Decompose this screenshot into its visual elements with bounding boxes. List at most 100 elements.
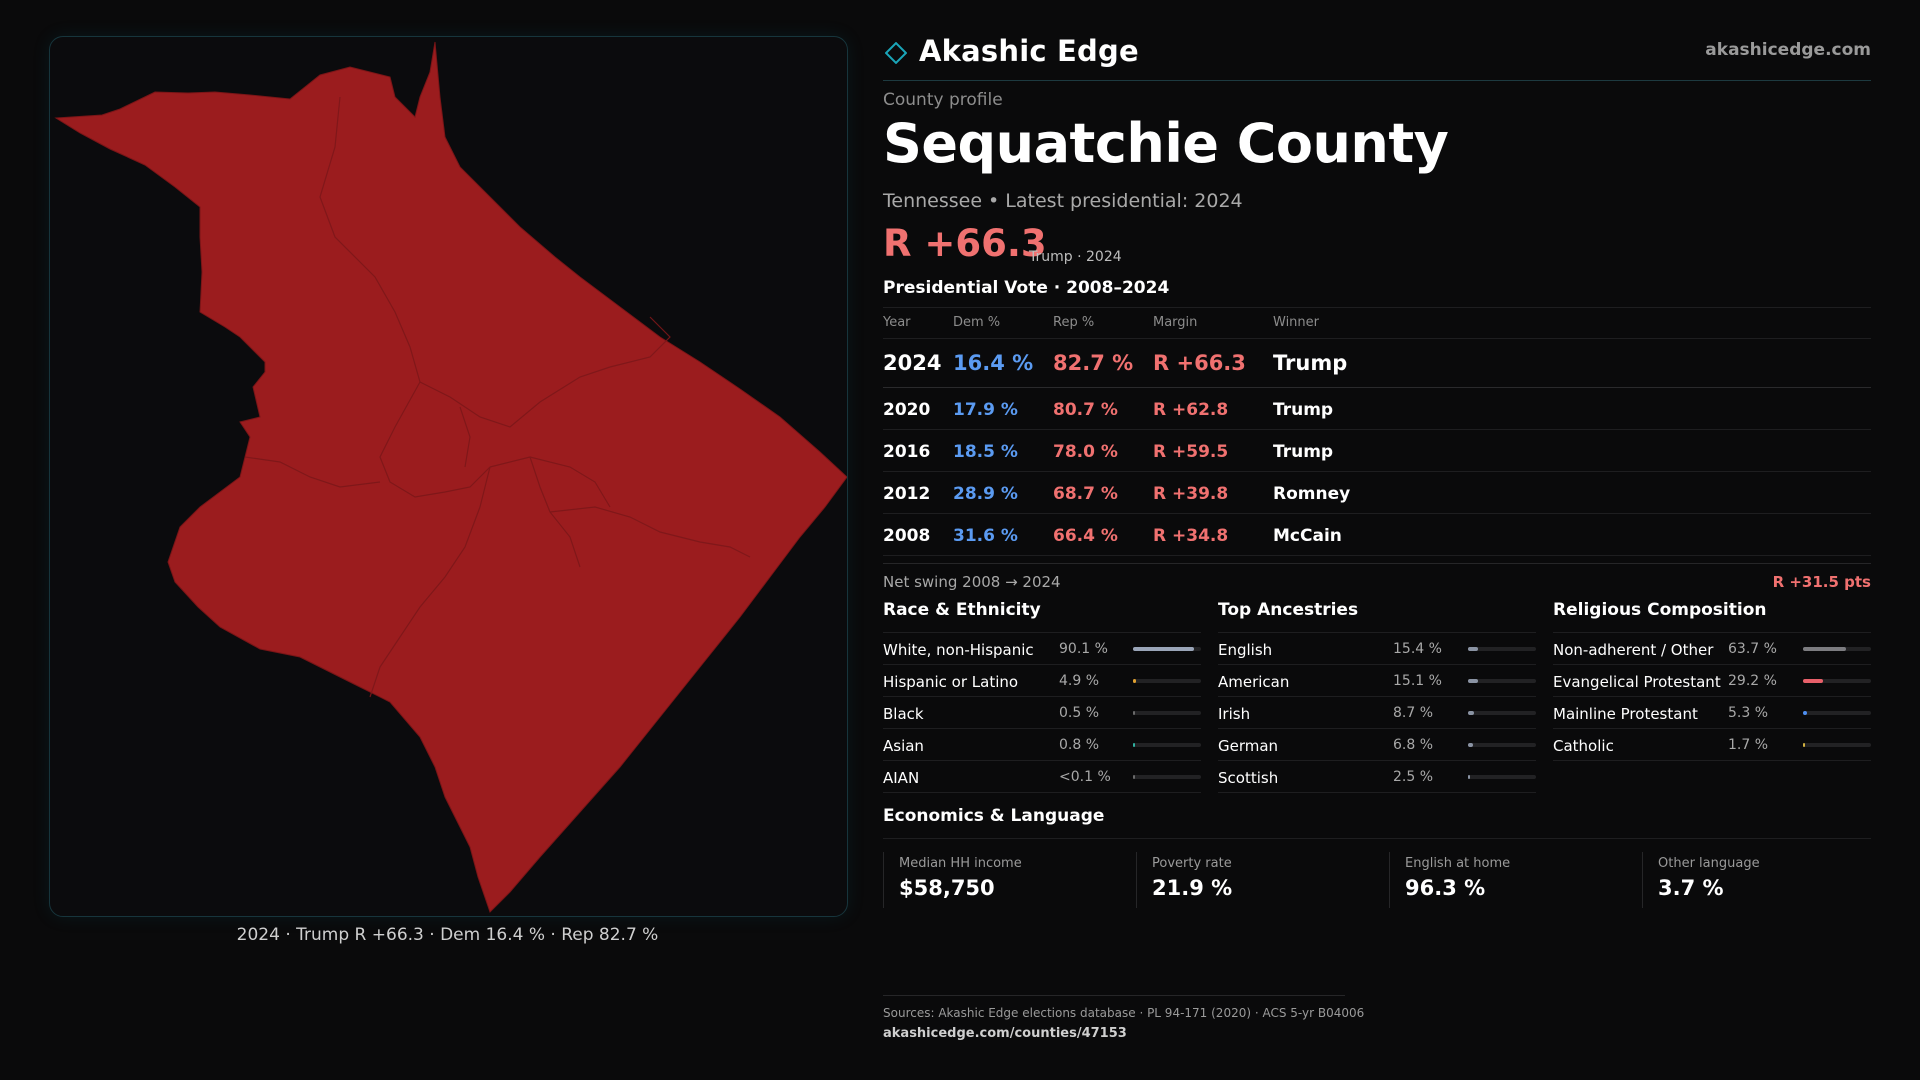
list-item: Black 0.5 % [883,697,1201,729]
race-label: Asian [883,737,924,755]
brand-url-link[interactable]: akashicedge.com [1705,40,1871,60]
ancestry-bar-fill [1468,679,1479,683]
race-bar-fill [1133,647,1195,651]
row-year: 2008 [883,526,931,546]
ancestry-label: English [1218,641,1273,659]
row-winner: McCain [1273,526,1342,546]
race-bar-track [1133,775,1201,779]
row-year: 2020 [883,400,931,420]
row-margin: R +62.8 [1153,400,1229,420]
row-dem: 18.5 % [953,442,1018,462]
race-label: White, non-Hispanic [883,641,1034,659]
ancestry-value: 15.4 % [1393,641,1442,657]
profile-panel: Akashic Edge akashicedge.com County prof… [883,0,1871,1080]
ancestry-bar-fill [1468,743,1473,747]
ancestry-value: 8.7 % [1393,705,1434,721]
latest-margin: R +66.3 [883,222,1047,265]
econ-value: 96.3 % [1405,876,1486,900]
economics-cells: Median HH income $58,750 Poverty rate 21… [883,852,1871,908]
page-title: Sequatchie County [883,112,1449,175]
sources-text: Sources: Akashic Edge elections database… [883,1006,1365,1020]
net-swing-row: Net swing 2008 → 2024 R +31.5 pts [883,563,1871,594]
ancestry-bar-fill [1468,647,1479,651]
econ-label: English at home [1405,856,1511,871]
header-margin: Margin [1153,315,1198,330]
header-year: Year [883,315,911,330]
ancestry-value: 15.1 % [1393,673,1442,689]
econ-value: $58,750 [899,876,995,900]
ancestries-title: Top Ancestries [1218,600,1536,633]
ancestry-value: 2.5 % [1393,769,1434,785]
diamond-logo-icon [885,42,907,64]
religion-value: 5.3 % [1728,705,1769,721]
brand-name: Akashic Edge [919,34,1139,68]
religion-bar-track [1803,743,1871,747]
latest-margin-note: Trump · 2024 [1029,249,1122,265]
religion-value: 63.7 % [1728,641,1777,657]
table-row: 2008 31.6 % 66.4 % R +34.8 McCain [883,514,1871,556]
ancestry-bar-track [1468,647,1536,651]
row-margin: R +59.5 [1153,442,1229,462]
row-winner: Trump [1273,351,1348,375]
list-item: Scottish 2.5 % [1218,761,1536,793]
row-rep: 66.4 % [1053,526,1118,546]
list-item: German 6.8 % [1218,729,1536,761]
map-caption: 2024 · Trump R +66.3 · Dem 16.4 % · Rep … [236,925,659,945]
table-row: 2012 28.9 % 68.7 % R +39.8 Romney [883,472,1871,514]
ancestry-bar-track [1468,711,1536,715]
ancestry-bar-track [1468,743,1536,747]
county-page-link[interactable]: akashicedge.com/counties/47153 [883,1026,1127,1041]
ancestry-bar-track [1468,775,1536,779]
religion-label: Non-adherent / Other [1553,641,1714,659]
row-dem: 16.4 % [953,351,1034,375]
county-shape[interactable] [54,41,847,913]
row-rep: 78.0 % [1053,442,1118,462]
ancestry-bar-fill [1468,775,1470,779]
list-item: White, non-Hispanic 90.1 % [883,633,1201,665]
list-item: AIAN <0.1 % [883,761,1201,793]
list-item: Hispanic or Latino 4.9 % [883,665,1201,697]
religion-bar-fill [1803,743,1805,747]
religion-bar-track [1803,647,1871,651]
religion-bar-track [1803,711,1871,715]
ancestry-label: Scottish [1218,769,1279,787]
ancestry-bar-fill [1468,711,1474,715]
economics-title: Economics & Language [883,806,1871,839]
page-kicker: County profile [883,90,1003,110]
row-year: 2012 [883,484,931,504]
race-value: 0.8 % [1059,737,1100,753]
ancestry-label: Irish [1218,705,1251,723]
race-ethnicity-title: Race & Ethnicity [883,600,1201,633]
race-value: <0.1 % [1059,769,1111,785]
list-item: Non-adherent / Other 63.7 % [1553,633,1871,665]
vote-table: Year Dem % Rep % Margin Winner 2024 16.4… [883,307,1871,556]
header-dem: Dem % [953,315,1001,330]
race-value: 4.9 % [1059,673,1100,689]
race-value: 0.5 % [1059,705,1100,721]
ancestry-label: American [1218,673,1290,691]
race-bar-fill [1133,679,1137,683]
vote-table-header: Year Dem % Rep % Margin Winner [883,308,1871,339]
race-bar-track [1133,711,1201,715]
econ-label: Median HH income [899,856,1022,871]
econ-label: Poverty rate [1152,856,1232,871]
list-item: American 15.1 % [1218,665,1536,697]
race-ethnicity-section: Race & Ethnicity White, non-Hispanic 90.… [883,600,1201,793]
race-bar-fill [1133,775,1135,779]
list-item: English 15.4 % [1218,633,1536,665]
race-label: Black [883,705,924,723]
race-value: 90.1 % [1059,641,1108,657]
religion-value: 29.2 % [1728,673,1777,689]
table-row: 2016 18.5 % 78.0 % R +59.5 Trump [883,430,1871,472]
list-item: Asian 0.8 % [883,729,1201,761]
list-item: Irish 8.7 % [1218,697,1536,729]
econ-value: 3.7 % [1658,876,1724,900]
district-lines [244,96,751,698]
county-map[interactable] [50,37,847,916]
row-rep: 82.7 % [1053,351,1134,375]
row-year: 2016 [883,442,931,462]
race-bar-fill [1133,711,1135,715]
brand-header: Akashic Edge akashicedge.com [883,30,1871,81]
econ-cell-english: English at home 96.3 % [1389,852,1630,908]
religion-bar-fill [1803,647,1847,651]
